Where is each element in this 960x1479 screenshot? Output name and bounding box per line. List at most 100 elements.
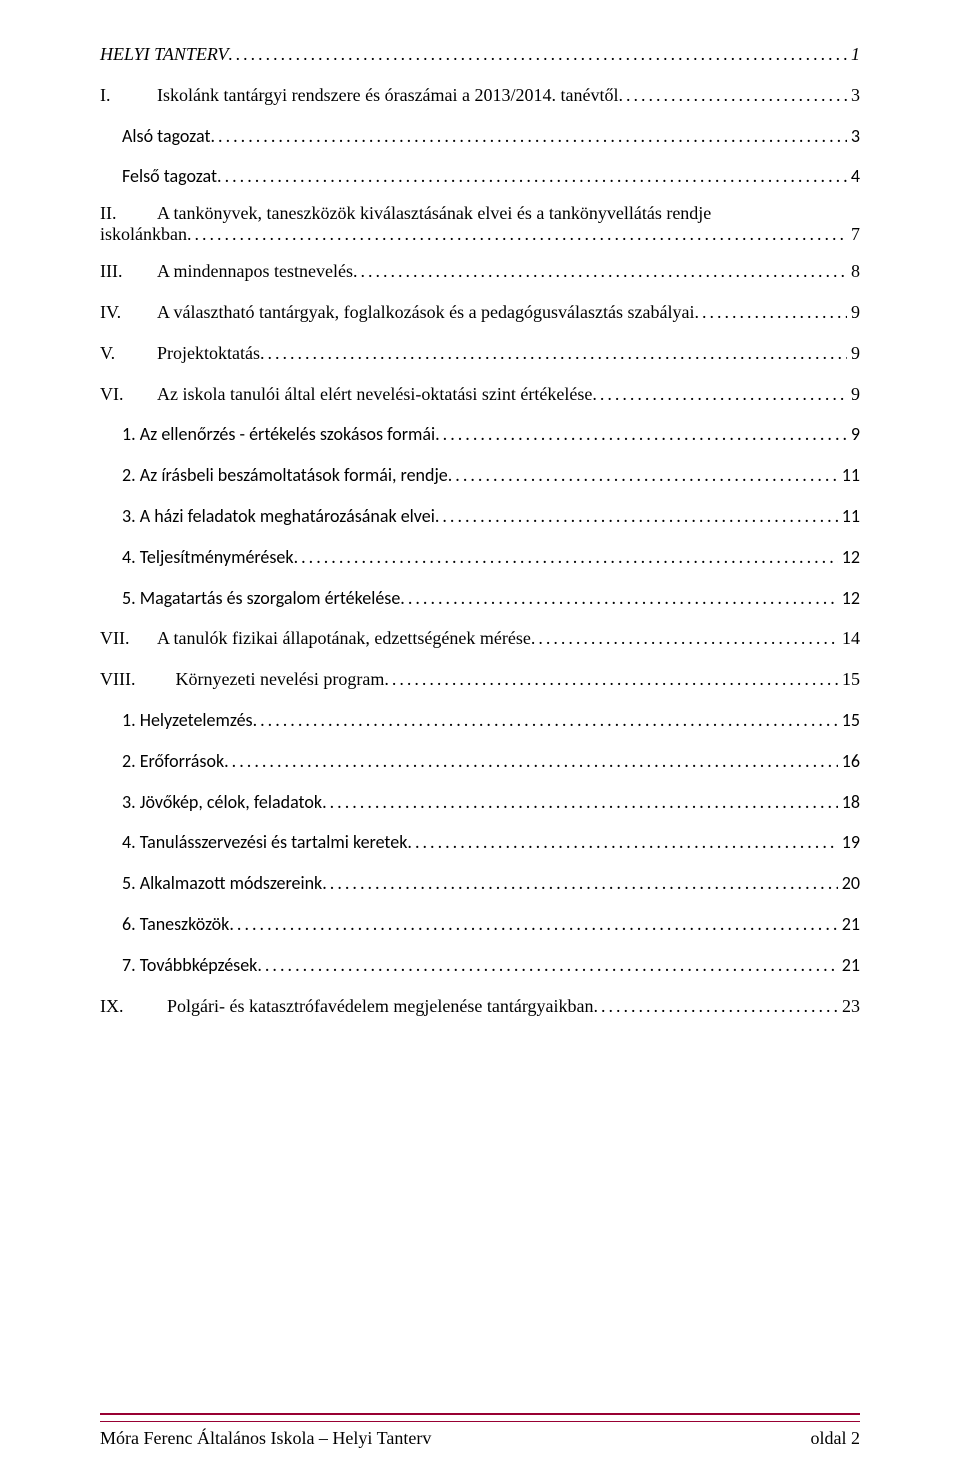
toc-dots [187,224,847,245]
toc-number: VI. [100,380,132,409]
toc-dots [694,298,847,327]
toc-text: 3. Jövőkép, célok, feladatok [122,788,322,817]
footer-divider-top [100,1413,860,1415]
toc-entry: VIII. Környezeti nevelési program 15 [100,665,860,694]
toc-page-number: 21 [838,910,860,939]
toc-entry: IX.Polgári- és katasztrófavédelem megjel… [100,992,860,1021]
toc-text: iskolánkban [100,224,187,245]
toc-entry: I. Iskolánk tantárgyi rendszere és óraszá… [100,81,860,110]
toc-page-number: 20 [838,869,860,898]
toc-page-number: 1 [847,40,860,69]
toc-text: Iskolánk tantárgyi rendszere és óraszáma… [157,81,619,110]
toc-page-number: 9 [847,420,860,449]
toc-dots [257,951,837,980]
toc-text: Felső tagozat [122,162,217,191]
toc-page-number: 7 [847,224,860,245]
toc-dots [229,910,837,939]
toc-page-number: 19 [838,828,860,857]
toc-text: 7. Továbbképzések [122,951,257,980]
toc-page-number: 14 [838,624,860,653]
toc-dots [448,461,838,490]
toc-page-number: 16 [838,747,860,776]
toc-number: IX. [100,992,132,1021]
toc-entry: III. A mindennapos testnevelés 8 [100,257,860,286]
toc-text: 5. Magatartás és szorgalom értékelése [122,584,400,613]
toc-page-number: 3 [847,122,860,151]
toc-entry: 2. Az írásbeli beszámoltatások formái, r… [100,461,860,490]
toc-dots [619,81,847,110]
toc-dots [253,706,838,735]
page-footer: Móra Ferenc Általános Iskola – Helyi Tan… [100,1413,860,1449]
footer-divider-bottom [100,1421,860,1422]
toc-page-number: 9 [847,298,860,327]
toc-dots [260,339,847,368]
toc-text: A tankönyvek, taneszközök kiválasztásána… [157,203,860,224]
toc-page-number: 23 [838,992,860,1021]
toc-entry: 5. Magatartás és szorgalom értékelése 12 [100,584,860,613]
toc-page-number: 21 [838,951,860,980]
toc-dots [322,869,838,898]
toc-text: Az iskola tanulói által elért nevelési-o… [157,380,592,409]
toc-text: Alsó tagozat [122,122,210,151]
toc-text: Környezeti nevelési program [175,665,384,694]
toc-entry: 4. Teljesítménymérések 12 [100,543,860,572]
toc-number: VIII. [100,665,135,694]
toc-dots [400,584,837,613]
toc-entry: 6. Taneszközök 21 [100,910,860,939]
toc-page-number: 12 [838,584,860,613]
toc-text: 3. A házi feladatok meghatározásának elv… [122,502,435,531]
toc-entry: Alsó tagozat 3 [100,122,860,151]
toc-entry: V.Projektoktatás 9 [100,339,860,368]
toc-page-number: 8 [847,257,860,286]
toc-dots [407,828,837,857]
toc-number: I. [100,81,132,110]
toc-dots [384,665,838,694]
toc-text: Projektoktatás [157,339,260,368]
toc-text: 5. Alkalmazott módszereink [122,869,322,898]
toc-page-number: 11 [838,461,860,490]
toc-dots [531,624,838,653]
toc-text: 1. Az ellenőrzés - értékelés szokásos fo… [122,420,435,449]
toc-dots [322,788,838,817]
toc-page-number: 15 [838,665,860,694]
toc-entry: 2. Erőforrások 16 [100,747,860,776]
toc-page-number: 12 [838,543,860,572]
toc-entry: VII.A tanulók fizikai állapotának, edzet… [100,624,860,653]
toc-page-number: 4 [847,162,860,191]
toc-page-number: 11 [838,502,860,531]
toc-number: VII. [100,624,132,653]
toc-line: iskolánkban 7 [100,224,860,245]
toc-dots [294,543,838,572]
toc-entry: 5. Alkalmazott módszereink 20 [100,869,860,898]
toc-entry: 4. Tanulásszervezési és tartalmi keretek… [100,828,860,857]
toc-text: 2. Erőforrások [122,747,224,776]
toc-dots [229,40,848,69]
toc-page-number: 15 [838,706,860,735]
toc-dots [210,122,846,151]
toc-entry: 1. Helyzetelemzés 15 [100,706,860,735]
toc-number: II. [100,203,132,224]
toc-entry: 3. Jövőkép, célok, feladatok 18 [100,788,860,817]
toc-text: 6. Taneszközök [122,910,229,939]
toc-text: HELYI TANTERV [100,40,229,69]
toc-number: IV. [100,298,132,327]
footer-right-text: oldal 2 [811,1428,861,1449]
toc-entry: HELYI TANTERV 1 [100,40,860,69]
toc-text: A választható tantárgyak, foglalkozások … [157,298,694,327]
toc-dots [353,257,847,286]
toc-entry: 3. A házi feladatok meghatározásának elv… [100,502,860,531]
toc-page-number: 3 [847,81,860,110]
toc-entry: Felső tagozat 4 [100,162,860,191]
toc-text: A mindennapos testnevelés [157,257,353,286]
toc-dots [435,420,847,449]
toc-entry: 1. Az ellenőrzés - értékelés szokásos fo… [100,420,860,449]
footer-left-text: Móra Ferenc Általános Iskola – Helyi Tan… [100,1428,431,1449]
toc-dots [435,502,838,531]
toc-entry: 7. Továbbképzések 21 [100,951,860,980]
footer-text-row: Móra Ferenc Általános Iskola – Helyi Tan… [100,1428,860,1449]
toc-text: 2. Az írásbeli beszámoltatások formái, r… [122,461,448,490]
toc-number: III. [100,257,132,286]
table-of-contents: HELYI TANTERV 1 I. Iskolánk tantárgyi rend… [100,40,860,1020]
toc-entry: VI. Az iskola tanulói által elért nevelés… [100,380,860,409]
toc-text: 4. Teljesítménymérések [122,543,294,572]
